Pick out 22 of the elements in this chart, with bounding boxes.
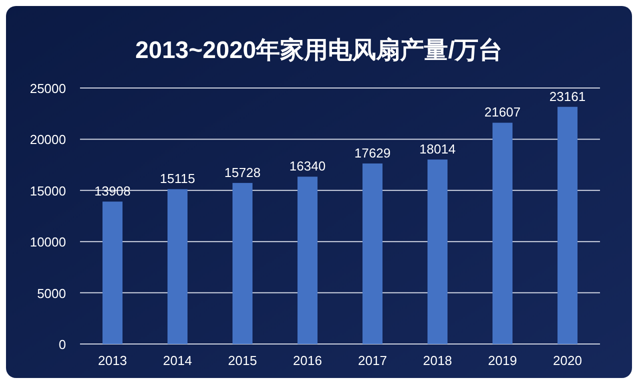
data-label: 15728 <box>224 164 261 180</box>
data-label: 23161 <box>549 88 586 104</box>
y-tick-label: 20000 <box>30 132 66 148</box>
x-tick-label: 2014 <box>163 353 192 368</box>
x-tick-label: 2019 <box>488 353 517 368</box>
data-label: 17629 <box>354 145 391 160</box>
chart-title: 2013~2020年家用电风扇产量/万台 <box>135 37 503 64</box>
x-tick-label: 2018 <box>423 353 452 368</box>
x-tick-label: 2013 <box>98 353 127 368</box>
data-label: 15115 <box>160 171 196 186</box>
data-label: 18014 <box>419 142 456 157</box>
x-tick-label: 2017 <box>358 353 387 368</box>
x-tick-label: 2016 <box>293 353 322 368</box>
y-tick-label: 5000 <box>37 286 66 301</box>
y-tick-label: 10000 <box>30 234 66 250</box>
x-tick-label: 2020 <box>553 353 582 368</box>
data-label: 16340 <box>289 158 326 174</box>
x-tick-label: 2015 <box>228 353 257 368</box>
y-tick-label: 25000 <box>30 81 66 96</box>
data-label: 21607 <box>484 104 521 120</box>
y-tick-label: 0 <box>58 337 66 352</box>
y-tick-label: 15000 <box>30 183 66 198</box>
